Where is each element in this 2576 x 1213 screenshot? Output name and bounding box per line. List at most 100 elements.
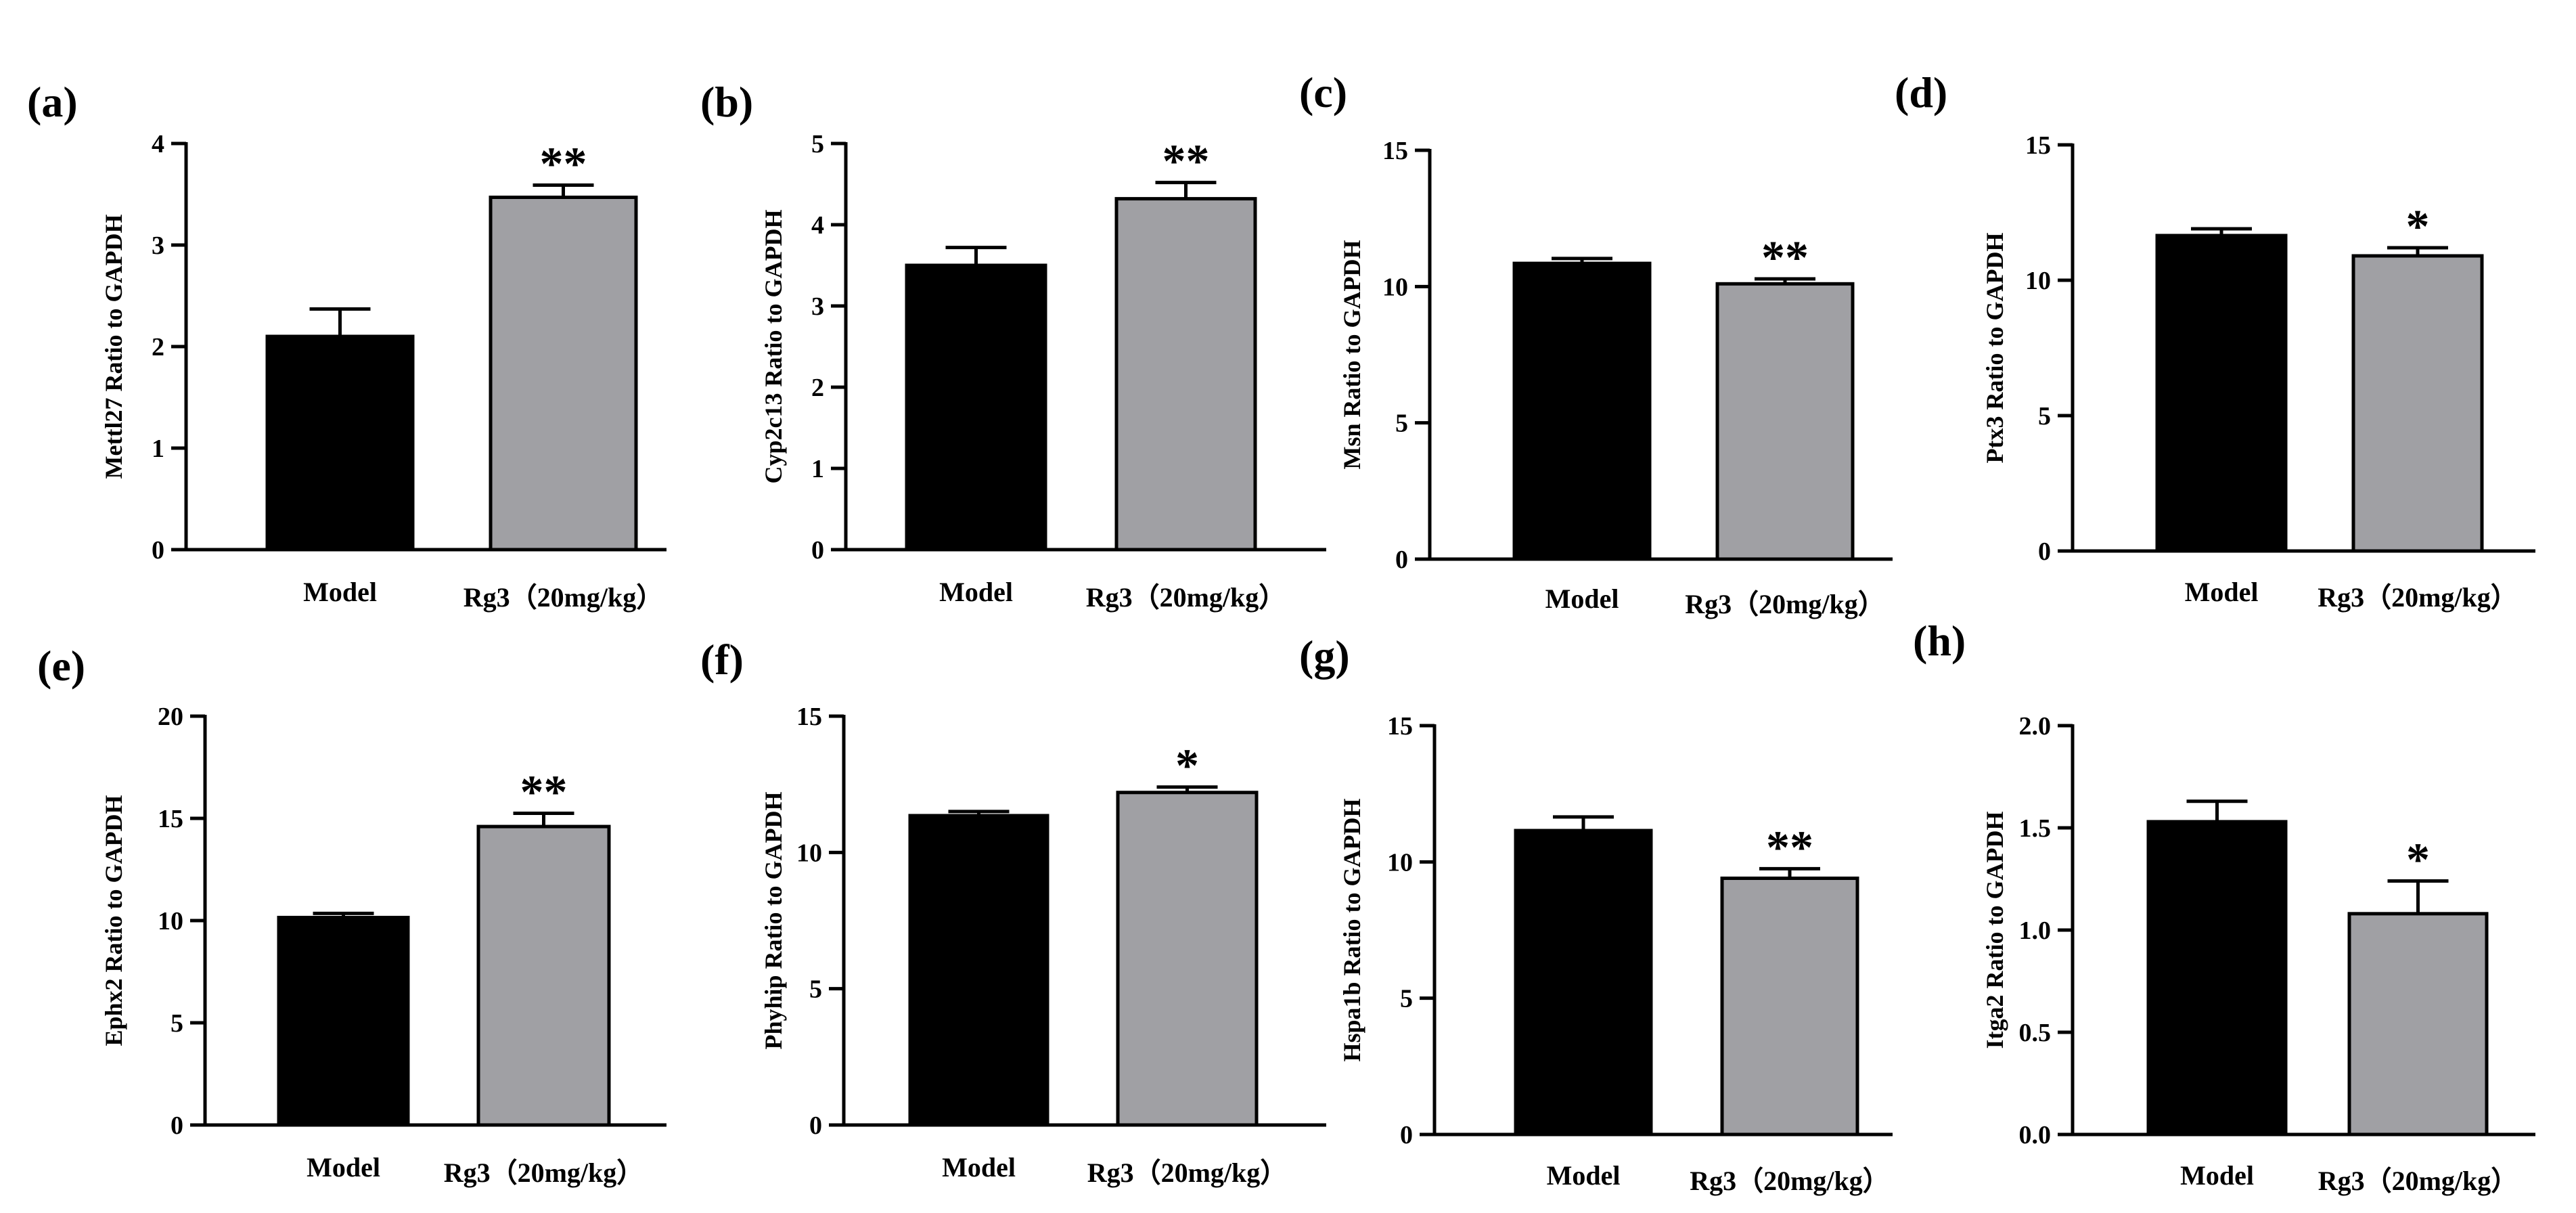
y-tick-label: 0 <box>1400 1121 1413 1149</box>
y-tick-label: 0.0 <box>2019 1121 2052 1149</box>
x-tick-label: Model <box>1547 1160 1621 1191</box>
y-tick-label: 2.0 <box>2019 712 2052 741</box>
x-tick-label: Rg3（20mg/kg） <box>1685 589 1885 619</box>
bar-rg3 <box>2347 912 2489 1137</box>
x-tick-label: Model <box>939 577 1013 607</box>
y-tick-label: 10 <box>1382 273 1408 301</box>
y-tick-label: 15 <box>158 805 183 833</box>
panel-label: (g) <box>1299 632 1350 680</box>
bar-rg3 <box>1116 791 1259 1127</box>
chart-panel-4: (d) Ptx3 Ratio to GAPDH 0 5 10 15 Model Rg3（20m… <box>1895 68 2535 613</box>
x-tick-label: Rg3（20mg/kg） <box>2318 1166 2518 1196</box>
y-tick-label: 10 <box>158 907 183 935</box>
y-tick-label: 15 <box>1382 137 1408 165</box>
panel-label: (d) <box>1895 68 1947 116</box>
x-tick-label: Model <box>1545 583 1619 614</box>
y-tick-label: 10 <box>796 839 822 867</box>
bar-model <box>1512 261 1652 561</box>
y-axis-label: Phyhip Ratio to GAPDH <box>760 791 787 1049</box>
panel-label: (f) <box>700 636 744 684</box>
bar-rg3 <box>476 824 611 1127</box>
x-tick-label: Rg3（20mg/kg） <box>2318 582 2518 613</box>
x-tick-label: Model <box>303 577 377 607</box>
y-tick-label: 4 <box>811 211 824 240</box>
y-axis-label: Ptx3 Ratio to GAPDH <box>1981 233 2008 464</box>
y-tick-label: 0 <box>811 536 824 565</box>
bar-rg3 <box>1715 282 1855 561</box>
y-axis-label: Itga2 Ratio to GAPDH <box>1981 812 2008 1049</box>
x-tick-label: Model <box>2185 577 2259 607</box>
y-tick-label: 1.0 <box>2019 917 2052 945</box>
y-tick-label: 5 <box>1400 985 1413 1013</box>
chart-panel-6: (f) Phyhip Ratio to GAPDH 0 5 10 15 Model Rg3（2… <box>700 636 1326 1188</box>
y-tick-label: 10 <box>1387 848 1413 877</box>
chart-panel-5: (e) Ephx2 Ratio to GAPDH 0 5 10 15 20 Model Rg3（… <box>37 642 666 1188</box>
y-axis-label: Cyp2c13 Ratio to GAPDH <box>760 210 787 484</box>
x-tick-label: Model <box>2180 1160 2254 1191</box>
y-tick-label: 5 <box>1395 410 1408 438</box>
bar-rg3 <box>1114 197 1257 552</box>
significance-marker: * <box>2406 201 2430 253</box>
x-tick-label: Rg3（20mg/kg） <box>1087 1157 1288 1188</box>
y-tick-label: 0 <box>2038 537 2051 566</box>
y-tick-label: 1.5 <box>2019 814 2052 843</box>
significance-marker: ** <box>1761 232 1809 284</box>
panel-label: (c) <box>1299 68 1347 116</box>
y-tick-label: 20 <box>158 703 183 731</box>
chart-panel-7: (g) Hspa1b Ratio to GAPDH 0 5 10 15 Model Rg3（2… <box>1299 632 1893 1196</box>
y-tick-label: 15 <box>1387 712 1413 741</box>
y-tick-label: 0 <box>1395 546 1408 574</box>
y-tick-label: 3 <box>811 292 824 321</box>
bar-rg3 <box>2351 254 2484 553</box>
significance-marker: ** <box>540 139 587 191</box>
y-axis-label: Mettl27 Ratio to GAPDH <box>100 215 127 479</box>
y-tick-label: 5 <box>809 975 822 1004</box>
panel-label: (h) <box>1913 617 1966 665</box>
x-tick-label: Model <box>307 1152 380 1183</box>
y-tick-label: 2 <box>811 374 824 402</box>
y-tick-label: 5 <box>171 1009 183 1038</box>
x-tick-label: Rg3（20mg/kg） <box>444 1157 644 1188</box>
y-tick-label: 1 <box>811 455 824 483</box>
x-tick-label: Model <box>942 1152 1016 1183</box>
chart-panel-3: (c) Msn Ratio to GAPDH 0 5 10 15 Model Rg3（20mg… <box>1299 68 1893 619</box>
y-tick-label: 3 <box>152 231 164 260</box>
panel-label: (a) <box>27 78 78 126</box>
y-tick-label: 0 <box>171 1111 183 1140</box>
panel-label: (e) <box>37 642 85 690</box>
y-tick-label: 0 <box>152 536 164 565</box>
x-tick-label: Rg3（20mg/kg） <box>464 582 664 613</box>
x-tick-label: Rg3（20mg/kg） <box>1086 582 1286 613</box>
y-tick-label: 10 <box>2025 267 2051 295</box>
bar-model <box>905 263 1047 552</box>
significance-marker: ** <box>520 766 568 818</box>
bar-rg3 <box>489 196 638 552</box>
y-axis-label: Ephx2 Ratio to GAPDH <box>100 795 127 1046</box>
y-tick-label: 2 <box>152 333 164 361</box>
y-tick-label: 15 <box>796 703 822 731</box>
y-tick-label: 0 <box>809 1111 822 1140</box>
chart-panel-1: (a) Mettl27 Ratio to GAPDH 0 1 2 3 4 Model Rg3（2… <box>27 78 666 613</box>
bar-rg3 <box>1720 876 1859 1137</box>
y-tick-label: 5 <box>811 130 824 158</box>
bar-model <box>2146 820 2288 1137</box>
y-axis-label: Hspa1b Ratio to GAPDH <box>1338 798 1365 1061</box>
significance-marker: ** <box>1162 136 1210 188</box>
y-axis-label: Msn Ratio to GAPDH <box>1338 240 1365 470</box>
y-tick-label: 5 <box>2038 402 2051 431</box>
bar-model <box>277 915 410 1127</box>
chart-panel-8: (h) Itga2 Ratio to GAPDH 0.0 0.5 1.0 1.5 2.0 Mo… <box>1913 617 2535 1196</box>
y-tick-label: 15 <box>2025 131 2051 160</box>
significance-marker: ** <box>1766 822 1813 874</box>
significance-marker: * <box>1175 741 1199 793</box>
bar-model <box>265 334 415 552</box>
y-tick-label: 4 <box>152 130 164 158</box>
bar-model <box>1514 829 1653 1137</box>
bar-model <box>908 814 1049 1127</box>
chart-panel-2: (b) Cyp2c13 Ratio to GAPDH 0 1 2 3 4 5 Model Rg3（… <box>700 78 1326 613</box>
panel-label: (b) <box>700 78 753 126</box>
significance-marker: * <box>2406 835 2430 887</box>
bar-model <box>2155 234 2288 553</box>
y-tick-label: 1 <box>152 435 164 463</box>
